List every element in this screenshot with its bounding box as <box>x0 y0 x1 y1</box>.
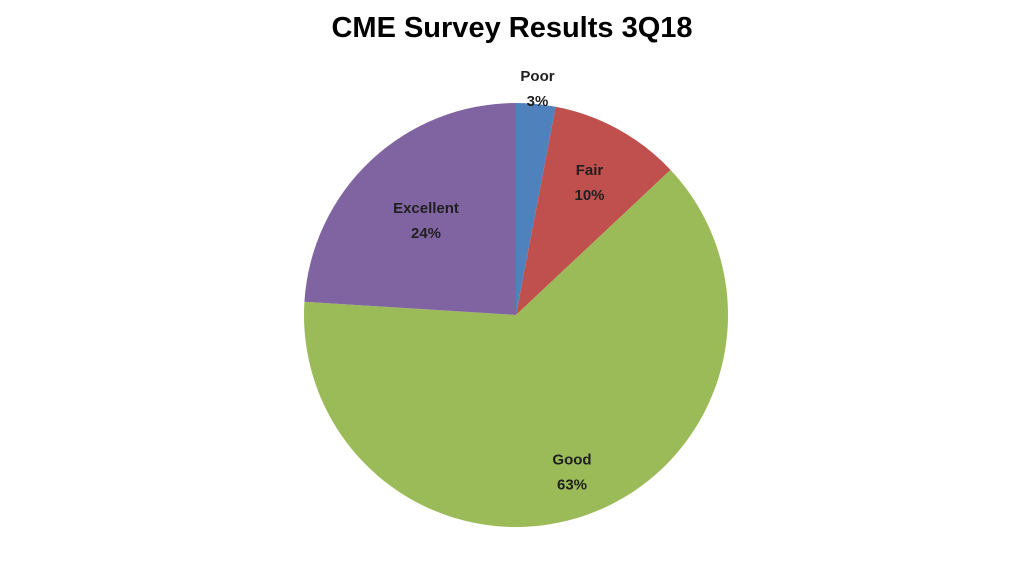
data-label-good-name: Good <box>552 452 591 469</box>
data-label-excellent-value: 24% <box>411 225 441 242</box>
pie-slice-excellent <box>304 103 516 315</box>
pie-slice-poor <box>516 103 556 315</box>
pie-slice-good <box>304 169 729 528</box>
data-label-good-value: 63% <box>557 477 587 494</box>
data-label-fair-name: Fair <box>576 162 604 179</box>
pie-data-labels: Poor 3% Fair 10% Good 63% Excellent 24% <box>393 68 604 494</box>
pie-slice-fair <box>516 106 671 315</box>
data-label-poor-value: 3% <box>527 93 549 110</box>
chart-title: CME Survey Results 3Q18 <box>331 12 693 44</box>
data-label-fair-value: 10% <box>574 187 604 204</box>
data-label-poor-name: Poor <box>520 68 554 85</box>
pie-slices <box>304 103 729 528</box>
data-label-excellent-name: Excellent <box>393 200 459 217</box>
